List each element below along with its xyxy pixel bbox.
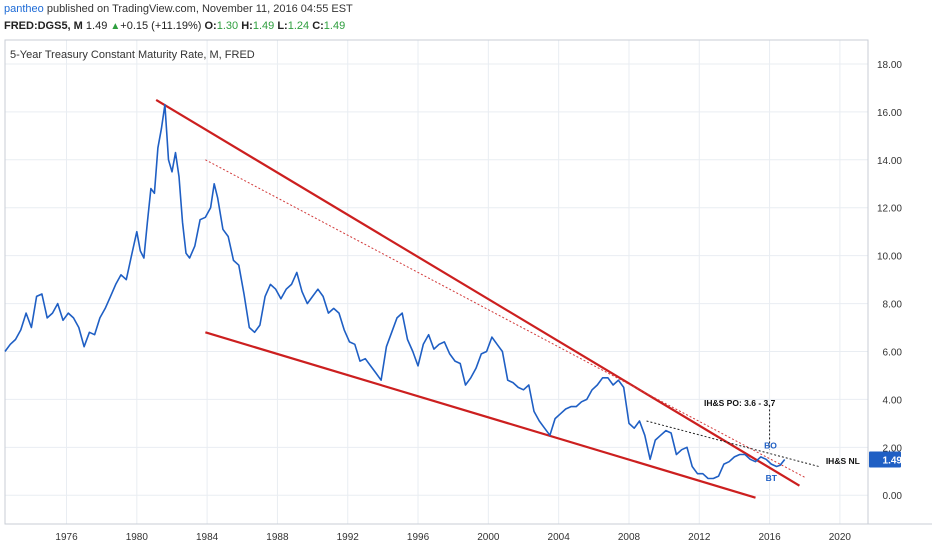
x-tick-label: 2000 (477, 532, 500, 543)
open-value: 1.30 (216, 20, 239, 32)
trendline-group (155, 98, 819, 499)
y-tick-label: 6.00 (883, 347, 903, 358)
dotted-red-trendline (205, 159, 805, 478)
time-axis[interactable]: 1976 1980 1984 1988 1992 1996 2000 2004 2008 2012… (55, 532, 851, 543)
price-tag-label: 1.49 (883, 456, 903, 467)
x-tick-label: 1992 (337, 532, 360, 543)
up-arrow-icon: ▲ (110, 21, 121, 32)
high-label: H: (241, 20, 253, 32)
y-tick-label: 14.00 (877, 156, 902, 167)
x-tick-label: 2004 (548, 532, 571, 543)
last-value: 1.49 (85, 20, 108, 32)
publish-line: pantheo published on TradingView.com, No… (4, 3, 353, 15)
annotation-label: BT (766, 473, 778, 483)
y-tick-label: 16.00 (877, 108, 902, 119)
y-tick-label: 2.00 (883, 443, 903, 454)
published-text: published on TradingView.com, November 1… (46, 3, 353, 15)
x-tick-label: 2008 (618, 532, 641, 543)
last-price-tag: 1.49 (869, 451, 903, 468)
x-tick-label: 2016 (758, 532, 781, 543)
y-tick-label: 4.00 (883, 395, 903, 406)
price-axis[interactable]: 0.00 2.00 4.00 6.00 8.00 10.00 12.00 14.00 16.00… (877, 60, 902, 502)
y-tick-label: 10.00 (877, 252, 902, 263)
y-tick-label: 8.00 (883, 300, 903, 311)
dotted-black-trendline (646, 420, 819, 467)
x-tick-label: 1988 (266, 532, 289, 543)
annotation-label: IH&S PO: 3.6 - 3.7 (704, 398, 776, 408)
close-value: 1.49 (323, 20, 346, 32)
x-tick-label: 1996 (407, 532, 430, 543)
solid-red-trendline (155, 98, 801, 487)
close-label: C: (312, 20, 324, 32)
y-tick-label: 12.00 (877, 204, 902, 215)
open-label: O: (204, 20, 217, 32)
low-value: 1.24 (287, 20, 310, 32)
x-tick-label: 1984 (196, 532, 219, 543)
x-tick-label: 1980 (126, 532, 149, 543)
rate-series-line (4, 103, 786, 480)
high-value: 1.49 (252, 20, 275, 32)
symbol-label[interactable]: FRED:DGS5, M (4, 20, 83, 32)
solid-red-trendline (205, 331, 756, 499)
ohlc-line: FRED:DGS5, M 1.49 ▲+0.15 (+11.19%) O:1.3… (4, 20, 345, 32)
chart-title: 5-Year Treasury Constant Maturity Rate, … (10, 49, 255, 61)
y-tick-label: 18.00 (877, 60, 902, 71)
annotation-label: BO (764, 441, 777, 451)
change-value: +0.15 (+11.19%) (120, 20, 202, 32)
price-tag-box (869, 451, 901, 468)
x-tick-label: 2012 (688, 532, 711, 543)
y-tick-label: 0.00 (883, 491, 903, 502)
x-tick-label: 1976 (55, 532, 78, 543)
annotation-group: IH&S PO: 3.6 - 3.7 IH&S NL BO BT (704, 398, 860, 483)
annotation-label: IH&S NL (826, 456, 860, 466)
low-label: L: (277, 20, 288, 32)
author-link[interactable]: pantheo (4, 3, 44, 15)
x-tick-label: 2020 (829, 532, 852, 543)
